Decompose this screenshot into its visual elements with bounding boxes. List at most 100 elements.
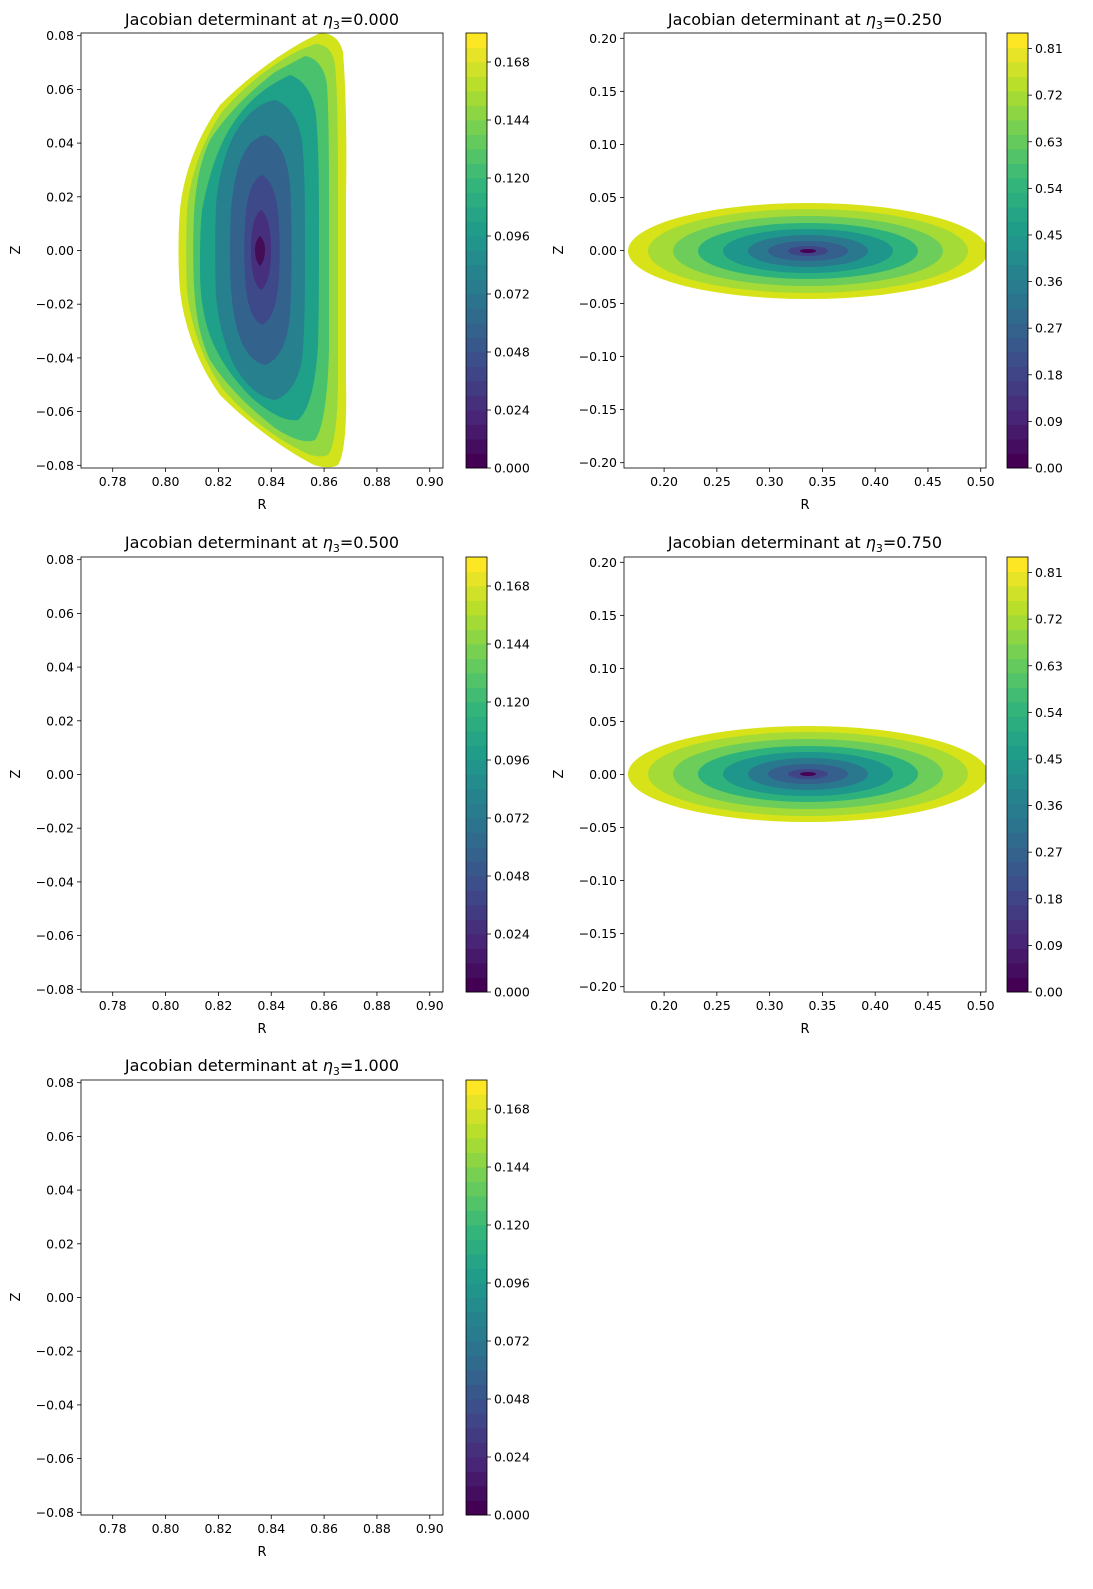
colorbar-tick-label: 0.54 (1035, 181, 1063, 196)
colorbar-frame (1006, 556, 1029, 993)
panel-title: Jacobian determinant at η3=1.000 (124, 1056, 399, 1078)
colorbar-level (466, 687, 487, 703)
x-axis-label: R (800, 1022, 809, 1037)
contour-band (230, 1182, 292, 1412)
colorbar-level (466, 977, 487, 993)
colorbar-level (1007, 337, 1028, 353)
contour-cross-section (179, 1080, 347, 1514)
contour-band (186, 568, 338, 980)
colorbar-tick-label: 0.024 (494, 927, 530, 942)
x-tick-label: 0.80 (152, 474, 180, 489)
x-tick-label: 0.35 (808, 474, 836, 489)
colorbar: 0.000 0.024 0.048 0.072 0.096 0.120 0.144 0.168 (465, 556, 530, 1000)
colorbar-level (466, 453, 487, 469)
colorbar-level (1007, 557, 1028, 572)
y-tick-label: 0.00 (46, 243, 74, 258)
y-tick-label: −0.06 (36, 404, 74, 419)
x-axis-label: R (257, 1545, 266, 1560)
colorbar-level (1007, 236, 1028, 251)
colorbar-tick-label: 0.18 (1035, 891, 1063, 906)
y-tick-label: −0.15 (579, 926, 617, 941)
y-ticks: −0.20 −0.15 −0.10 −0.05 0.00 0.05 0.10 0.15 0.20 (579, 31, 624, 470)
colorbar-level (466, 91, 487, 106)
colorbar-level (466, 615, 487, 630)
colorbar-tick-label: 0.048 (494, 345, 530, 360)
x-tick-label: 0.88 (363, 998, 391, 1013)
colorbar-level (466, 76, 487, 92)
colorbar-tick-label: 0.072 (494, 811, 530, 826)
colorbar-level (466, 673, 487, 688)
colorbar-level (466, 905, 487, 920)
x-ticks: 0.78 0.80 0.82 0.84 0.86 0.88 0.90 (99, 1515, 444, 1536)
colorbar-level (466, 366, 487, 382)
y-tick-label: 0.02 (46, 713, 74, 728)
colorbar-level (1007, 919, 1028, 935)
colorbar-level (466, 33, 487, 48)
colorbar-tick-label: 0.72 (1035, 612, 1063, 627)
y-tick-label: 0.08 (46, 552, 74, 567)
colorbar-level (466, 163, 487, 179)
y-tick-label: 0.00 (589, 767, 617, 782)
colorbar-tick-label: 0.36 (1035, 274, 1063, 289)
colorbar-tick-label: 0.168 (494, 1102, 530, 1117)
y-tick-label: 0.04 (46, 660, 74, 675)
x-tick-label: 0.35 (808, 998, 836, 1013)
colorbar-level (466, 1268, 487, 1284)
colorbar-level (1007, 934, 1028, 949)
x-tick-label: 0.86 (310, 998, 338, 1013)
x-tick-label: 0.90 (416, 1521, 444, 1536)
panel-eta3-0750: Jacobian determinant at η3=0.750 0.20 0.2… (552, 533, 1063, 1037)
y-tick-label: −0.04 (36, 1397, 74, 1412)
colorbar-level (466, 1225, 487, 1240)
x-tick-label: 0.30 (756, 998, 784, 1013)
x-tick-label: 0.25 (703, 474, 731, 489)
colorbar-tick-label: 0.000 (494, 461, 530, 476)
colorbar-level (1007, 424, 1028, 440)
colorbar-tick-label: 0.81 (1035, 565, 1063, 580)
colorbar-level (466, 323, 487, 338)
colorbar-level (466, 702, 487, 717)
y-tick-label: −0.15 (579, 402, 617, 417)
y-tick-label: 0.10 (589, 661, 617, 676)
x-tick-label: 0.78 (99, 998, 127, 1013)
colorbar-level (1007, 207, 1028, 222)
colorbar-tick-label: 0.63 (1035, 134, 1063, 149)
colorbar-level (466, 352, 487, 367)
colorbar-level (466, 803, 487, 819)
colorbar-tick-label: 0.27 (1035, 321, 1063, 336)
colorbar-level (466, 1297, 487, 1313)
y-axis-label: Z (552, 769, 567, 778)
colorbar-level (1007, 963, 1028, 978)
y-axis-label: Z (9, 1292, 24, 1301)
colorbar-level (1007, 178, 1028, 193)
x-tick-label: 0.88 (363, 1521, 391, 1536)
y-tick-label: 0.05 (589, 714, 617, 729)
colorbar-level (1007, 890, 1028, 906)
colorbar-tick-label: 0.09 (1035, 938, 1063, 953)
colorbar-level (1007, 600, 1028, 616)
x-tick-label: 0.78 (99, 474, 127, 489)
colorbar-level (1007, 149, 1028, 164)
colorbar-tick-label: 0.63 (1035, 658, 1063, 673)
y-tick-label: −0.10 (579, 349, 617, 364)
colorbar-level (466, 818, 487, 833)
colorbar-level (466, 1109, 487, 1124)
colorbar-tick-label: 0.120 (494, 695, 530, 710)
y-tick-label: −0.04 (36, 350, 74, 365)
y-tick-label: 0.08 (46, 28, 74, 43)
colorbar-level (466, 1355, 487, 1371)
colorbar-level (1007, 279, 1028, 295)
colorbar-tick-label: 0.144 (494, 113, 530, 128)
colorbar-level (1007, 308, 1028, 324)
colorbar-tick-label: 0.144 (494, 637, 530, 652)
y-tick-label: −0.05 (579, 820, 617, 835)
colorbar-level (1007, 687, 1028, 703)
y-tick-label: −0.08 (36, 1505, 74, 1520)
contour-band (251, 1257, 271, 1337)
y-tick-label: 0.00 (589, 243, 617, 258)
colorbar-level (466, 861, 487, 877)
colorbar-level (1007, 453, 1028, 469)
y-tick-label: −0.10 (579, 873, 617, 888)
x-tick-label: 0.82 (204, 474, 232, 489)
